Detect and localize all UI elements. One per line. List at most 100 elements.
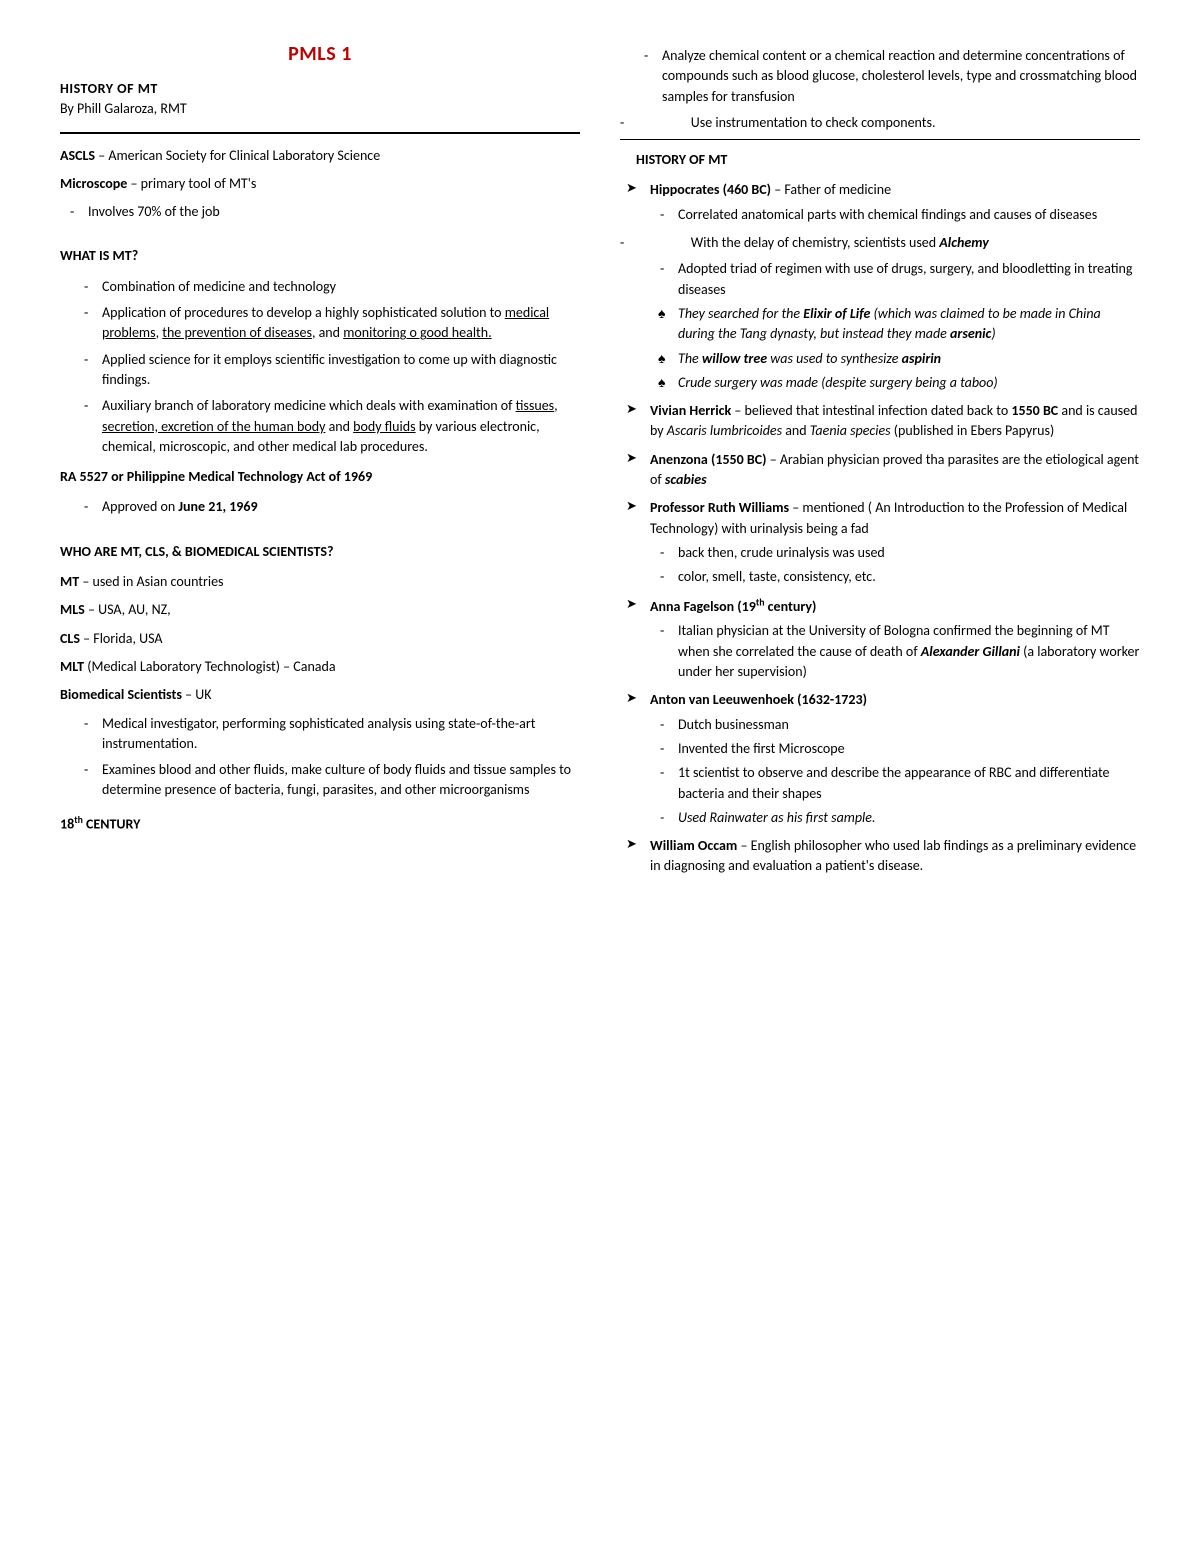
list-item: Dutch businessman xyxy=(678,715,1140,735)
main-title: PMLS 1 xyxy=(60,40,580,69)
biomed-label: Biomedical Scientists xyxy=(60,686,182,703)
list-item: They searched for the Elixir of Life (wh… xyxy=(678,304,1140,345)
list-item: Involves 70% of the job xyxy=(88,202,580,222)
text: Elixir of Life xyxy=(803,305,870,322)
history-list-2: Vivian Herrick – believed that intestina… xyxy=(620,401,1140,877)
text: and xyxy=(782,422,810,439)
text: – Father of medicine xyxy=(771,181,891,198)
text: The xyxy=(678,350,702,367)
list-item: Analyze chemical content or a chemical r… xyxy=(662,46,1140,107)
list-item: Approved on June 21, 1969 xyxy=(102,497,580,517)
ascls-label: ASCLS xyxy=(60,147,95,164)
text: scabies xyxy=(665,471,707,488)
text: arsenic xyxy=(950,325,991,342)
mlt-line: MLT (Medical Laboratory Technologist) – … xyxy=(60,657,580,677)
text: ) xyxy=(991,325,995,342)
text: Anenzona (1550 BC) xyxy=(650,451,767,468)
list-item: Italian physician at the University of B… xyxy=(678,621,1140,682)
cls-line: CLS – Florida, USA xyxy=(60,629,580,649)
ascls-text: – American Society for Clinical Laborato… xyxy=(95,147,380,164)
list-item: Correlated anatomical parts with chemica… xyxy=(678,205,1140,225)
mls-line: MLS – USA, AU, NZ, xyxy=(60,600,580,620)
list-item: Crude surgery was made (despite surgery … xyxy=(678,373,1140,393)
list-item: Auxiliary branch of laboratory medicine … xyxy=(102,396,580,457)
hippocrates-item: Hippocrates (460 BC) – Father of medicin… xyxy=(650,180,1140,225)
text: – used in Asian countries xyxy=(79,573,223,590)
text: - xyxy=(620,234,627,251)
microscope-label: Microscope xyxy=(60,175,127,192)
anna-sublist: Italian physician at the University of B… xyxy=(650,621,1140,682)
text: , and xyxy=(312,324,343,341)
author: By Phill Galaroza, RMT xyxy=(60,99,580,119)
text: Ascaris lumbricoides xyxy=(667,422,782,439)
what-is-mt-list: Combination of medicine and technology A… xyxy=(60,277,580,457)
text: – Florida, USA xyxy=(80,630,163,647)
subtitle: HISTORY OF MT xyxy=(60,79,580,99)
list-item: Used Rainwater as his first sample. xyxy=(678,808,1140,828)
text: Vivian Herrick xyxy=(650,402,731,419)
text: th xyxy=(74,814,83,826)
text: Alexander Gillani xyxy=(921,643,1020,660)
history-list: Hippocrates (460 BC) – Father of medicin… xyxy=(620,180,1140,225)
text: CENTURY xyxy=(83,815,141,832)
text: 18 xyxy=(60,815,74,832)
mt-label: MT xyxy=(60,573,79,590)
alchemy-spade-list: They searched for the Elixir of Life (wh… xyxy=(620,304,1140,393)
ruth-sublist: back then, crude urinalysis was used col… xyxy=(650,543,1140,588)
anton-item: Anton van Leeuwenhoek (1632-1723) Dutch … xyxy=(650,690,1140,828)
text: – USA, AU, NZ, xyxy=(85,601,171,618)
anenzona-item: Anenzona (1550 BC) – Arabian physician p… xyxy=(650,450,1140,491)
vivian-item: Vivian Herrick – believed that intestina… xyxy=(650,401,1140,442)
text: the prevention of diseases xyxy=(162,324,312,341)
list-item: Adopted triad of regimen with use of dru… xyxy=(678,259,1140,300)
text: , xyxy=(554,397,558,414)
text: willow tree xyxy=(702,350,767,367)
text: Professor Ruth Williams xyxy=(650,499,789,516)
text: They searched for the xyxy=(678,305,803,322)
text: 1550 BC xyxy=(1011,402,1058,419)
mlt-label: MLT xyxy=(60,658,87,675)
century-head: 18th CENTURY xyxy=(60,813,580,835)
microscope-line: Microscope – primary tool of MT's xyxy=(60,174,580,194)
list-item: Combination of medicine and technology xyxy=(102,277,580,297)
what-is-mt-head: WHAT IS MT? xyxy=(60,246,580,266)
divider xyxy=(620,139,1140,140)
biomed-line: Biomedical Scientists – UK xyxy=(60,685,580,705)
alchemy-sublist: Adopted triad of regimen with use of dru… xyxy=(620,259,1140,300)
text: secretion, excretion of the human body xyxy=(102,418,325,435)
biomed-list: Medical investigator, performing sophist… xyxy=(60,714,580,801)
text: Approved on xyxy=(102,498,178,515)
list-item: Medical investigator, performing sophist… xyxy=(102,714,580,755)
cls-label: CLS xyxy=(60,630,80,647)
text: (Medical Laboratory Technologist) xyxy=(87,658,280,675)
text: th xyxy=(756,597,765,609)
mls-label: MLS xyxy=(60,601,85,618)
who-head: WHO ARE MT, CLS, & BIOMEDICAL SCIENTISTS… xyxy=(60,542,580,562)
text: With the delay of chemistry, scientists … xyxy=(691,234,940,251)
text: – UK xyxy=(182,686,212,703)
list-item: 1t scientist to observe and describe the… xyxy=(678,763,1140,804)
text: Anna Fagelson (19th century) xyxy=(650,598,816,615)
text: June 21, 1969 xyxy=(178,498,257,515)
microscope-list: Involves 70% of the job xyxy=(60,202,580,222)
text: – Canada xyxy=(280,658,336,675)
text: Anna Fagelson (19 xyxy=(650,598,756,615)
anton-sublist: Dutch businessman Invented the first Mic… xyxy=(650,715,1140,828)
mt-line: MT – used in Asian countries xyxy=(60,572,580,592)
history-head: HISTORY OF MT xyxy=(620,150,1140,170)
text: Application of procedures to develop a h… xyxy=(102,304,505,321)
list-item: Invented the first Microscope xyxy=(678,739,1140,759)
anna-item: Anna Fagelson (19th century) Italian phy… xyxy=(650,596,1140,683)
top-continuation-list: Analyze chemical content or a chemical r… xyxy=(620,46,1140,107)
microscope-text: – primary tool of MT's xyxy=(127,175,256,192)
text: Anton van Leeuwenhoek (1632-1723) xyxy=(650,691,867,708)
text: century) xyxy=(765,598,817,615)
occam-item: William Occam – English philosopher who … xyxy=(650,836,1140,877)
text: (published in Ebers Papyrus) xyxy=(891,422,1055,439)
divider xyxy=(60,132,580,134)
list-item: color, smell, taste, consistency, etc. xyxy=(678,567,1140,587)
hippo-sublist: Correlated anatomical parts with chemica… xyxy=(650,205,1140,225)
text: and xyxy=(325,418,353,435)
alchemy-line: - With the delay of chemistry, scientist… xyxy=(620,233,1140,253)
text: Alchemy xyxy=(939,234,989,251)
